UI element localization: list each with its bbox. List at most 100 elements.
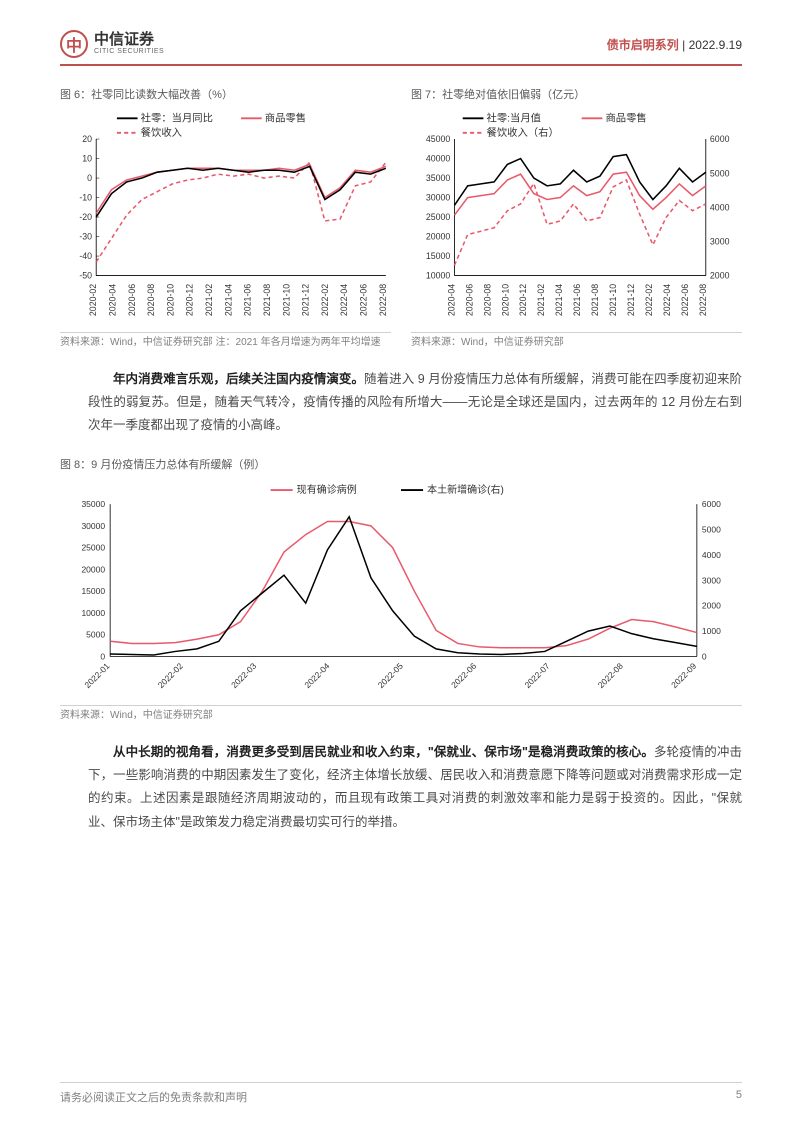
para1-bold: 年内消费难言乐观，后续关注国内疫情演变。 <box>113 372 364 386</box>
svg-text:2000: 2000 <box>710 271 730 281</box>
svg-text:2021-04: 2021-04 <box>554 284 564 316</box>
logo-cn: 中信证券 <box>94 32 164 49</box>
svg-text:30000: 30000 <box>81 520 105 530</box>
svg-text:-40: -40 <box>79 251 92 261</box>
series-name: 债市启明系列 <box>607 38 679 52</box>
svg-text:30000: 30000 <box>426 193 451 203</box>
svg-text:10: 10 <box>82 154 92 164</box>
svg-text:10000: 10000 <box>81 608 105 618</box>
svg-text:-50: -50 <box>79 271 92 281</box>
paragraph-1: 年内消费难言乐观，后续关注国内疫情演变。随着进入 9 月份疫情压力总体有所缓解，… <box>88 368 742 437</box>
disclaimer: 请务必阅读正文之后的免责条款和声明 <box>60 1089 247 1105</box>
svg-text:-10: -10 <box>79 193 92 203</box>
svg-text:2020-08: 2020-08 <box>146 284 156 316</box>
paragraph-2: 从中长期的视角看，消费更多受到居民就业和收入约束，"保就业、保市场"是稳消费政策… <box>88 741 742 834</box>
chart6-title: 图 6：社零同比读数大幅改善（%） <box>60 86 391 102</box>
charts-row-6-7: 图 6：社零同比读数大幅改善（%） 社零：当月同比 商品零售餐饮收入 -50 -40 -… <box>60 86 742 350</box>
svg-text:餐饮收入: 餐饮收入 <box>141 126 182 139</box>
report-date: 2022.9.19 <box>689 38 742 52</box>
svg-text:0: 0 <box>87 173 92 183</box>
svg-text:5000: 5000 <box>86 629 105 639</box>
svg-text:6000: 6000 <box>702 499 721 509</box>
svg-text:2022-02: 2022-02 <box>644 284 654 316</box>
svg-text:25000: 25000 <box>81 542 105 552</box>
chart7-title: 图 7：社零绝对值依旧偏弱（亿元） <box>411 86 742 102</box>
svg-text:2022-02: 2022-02 <box>320 284 330 316</box>
header-right: 债市启明系列 | 2022.9.19 <box>607 36 742 53</box>
chart6-svg: 社零：当月同比 商品零售餐饮收入 -50 -40 -30 -20 -10 0 10 20 2020-… <box>60 108 391 325</box>
chart8-title: 图 8：9 月份疫情压力总体有所缓解（例） <box>60 456 742 472</box>
svg-text:2000: 2000 <box>702 600 721 610</box>
svg-text:2021-06: 2021-06 <box>572 284 582 316</box>
svg-text:2021-02: 2021-02 <box>536 284 546 316</box>
svg-text:2022-06: 2022-06 <box>680 284 690 316</box>
svg-text:40000: 40000 <box>426 154 451 164</box>
svg-text:本土新增确诊(右): 本土新增确诊(右) <box>427 483 504 496</box>
svg-text:2021-04: 2021-04 <box>223 284 233 316</box>
svg-text:现有确诊病例: 现有确诊病例 <box>297 483 357 496</box>
svg-text:2020-06: 2020-06 <box>127 284 137 316</box>
svg-text:15000: 15000 <box>426 251 451 261</box>
svg-text:0: 0 <box>100 651 105 661</box>
svg-text:2022-04: 2022-04 <box>662 284 672 316</box>
chart6-block: 图 6：社零同比读数大幅改善（%） 社零：当月同比 商品零售餐饮收入 -50 -40 -… <box>60 86 391 350</box>
svg-text:2021-12: 2021-12 <box>626 284 636 316</box>
svg-text:-30: -30 <box>79 232 92 242</box>
chart8-source: 资料来源：Wind，中信证券研究部 <box>60 705 742 723</box>
page-number: 5 <box>736 1089 742 1105</box>
svg-text:社零:当月值: 社零:当月值 <box>487 111 542 124</box>
svg-text:2021-08: 2021-08 <box>262 284 272 316</box>
svg-text:商品零售: 商品零售 <box>265 111 306 124</box>
svg-text:35000: 35000 <box>426 173 451 183</box>
svg-text:2020-08: 2020-08 <box>482 284 492 316</box>
svg-text:2020-10: 2020-10 <box>165 284 175 316</box>
svg-text:2021-06: 2021-06 <box>243 284 253 316</box>
chart6-source: 资料来源：Wind，中信证券研究部 注：2021 年各月增速为两年平均增速 <box>60 332 391 350</box>
logo-block: 中 中信证券 CITIC SECURITIES <box>60 30 164 58</box>
svg-text:45000: 45000 <box>426 134 451 144</box>
svg-text:社零：当月同比: 社零：当月同比 <box>141 111 213 124</box>
chart7-svg: 社零:当月值商品零售餐饮收入（右）10000150002000025000300… <box>411 108 742 325</box>
svg-text:2022-08: 2022-08 <box>378 284 388 316</box>
svg-text:25000: 25000 <box>426 212 451 222</box>
svg-text:商品零售: 商品零售 <box>605 111 646 124</box>
svg-text:2022-03: 2022-03 <box>229 660 258 689</box>
svg-text:4000: 4000 <box>702 549 721 559</box>
svg-text:2021-12: 2021-12 <box>301 284 311 316</box>
chart8-svg: 现有确诊病例本土新增确诊(右)0500010000150002000025000… <box>60 478 742 699</box>
svg-text:6000: 6000 <box>710 134 730 144</box>
svg-text:2020-06: 2020-06 <box>464 284 474 316</box>
chart7-block: 图 7：社零绝对值依旧偏弱（亿元） 社零:当月值商品零售餐饮收入（右）10000… <box>411 86 742 350</box>
svg-text:2022-04: 2022-04 <box>302 660 331 689</box>
svg-text:10000: 10000 <box>426 271 451 281</box>
chart7-source: 资料来源：Wind，中信证券研究部 <box>411 332 742 350</box>
svg-text:2022-08: 2022-08 <box>596 660 625 689</box>
svg-text:2020-12: 2020-12 <box>185 284 195 316</box>
svg-text:15000: 15000 <box>81 586 105 596</box>
svg-text:2020-04: 2020-04 <box>446 284 456 316</box>
svg-text:35000: 35000 <box>81 499 105 509</box>
logo-icon: 中 <box>60 30 88 58</box>
para2-bold: 从中长期的视角看，消费更多受到居民就业和收入约束，"保就业、保市场"是稳消费政策… <box>113 745 654 759</box>
svg-text:2020-02: 2020-02 <box>88 284 98 316</box>
svg-text:2022-01: 2022-01 <box>82 660 111 689</box>
svg-text:2022-06: 2022-06 <box>359 284 369 316</box>
svg-text:20000: 20000 <box>426 232 451 242</box>
svg-text:20: 20 <box>82 134 92 144</box>
page-header: 中 中信证券 CITIC SECURITIES 债市启明系列 | 2022.9.… <box>60 30 742 66</box>
chart8-block: 图 8：9 月份疫情压力总体有所缓解（例） 现有确诊病例 本土新增确诊(右) 0 50… <box>60 456 742 724</box>
svg-text:3000: 3000 <box>702 575 721 585</box>
svg-text:2021-08: 2021-08 <box>590 284 600 316</box>
svg-text:2020-10: 2020-10 <box>500 284 510 316</box>
svg-text:2021-10: 2021-10 <box>608 284 618 316</box>
svg-text:2022-04: 2022-04 <box>339 284 349 316</box>
svg-text:2021-10: 2021-10 <box>281 284 291 316</box>
svg-text:20000: 20000 <box>81 564 105 574</box>
svg-text:-20: -20 <box>79 212 92 222</box>
svg-text:2020-04: 2020-04 <box>108 284 118 316</box>
svg-text:2022-07: 2022-07 <box>522 660 551 689</box>
svg-text:2022-08: 2022-08 <box>698 284 708 316</box>
svg-text:4000: 4000 <box>710 202 730 212</box>
svg-text:2022-02: 2022-02 <box>156 660 185 689</box>
svg-text:0: 0 <box>702 651 707 661</box>
